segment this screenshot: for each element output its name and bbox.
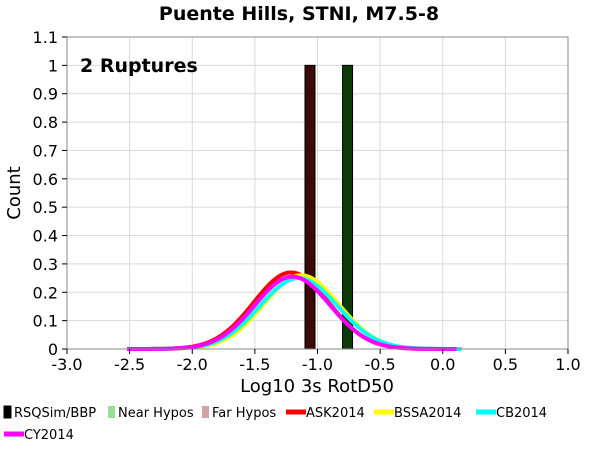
legend-item: Far Hypos	[202, 406, 276, 421]
y-tick-label: 0.5	[33, 198, 58, 217]
chart-title: Puente Hills, STNI, M7.5-8	[159, 3, 439, 25]
legend-item: Near Hypos	[108, 406, 194, 421]
x-tick-label: -1.0	[302, 355, 333, 374]
x-tick-label: -2.5	[114, 355, 145, 374]
y-axis-ticks: 0 0.1 0.2 0.3 0.4 0.5 0.6 0.7 0.8 0.9 1 1.1	[33, 28, 67, 359]
legend-label: ASK2014	[306, 406, 365, 421]
y-tick-label: 0	[48, 340, 58, 359]
series-line-cy2014	[127, 274, 457, 351]
legend-item: CY2014	[4, 428, 74, 443]
y-tick-label: 0.2	[33, 283, 58, 302]
x-tick-label: 0.5	[493, 355, 518, 374]
histogram-bar	[304, 64, 316, 350]
histogram-bar	[342, 64, 354, 350]
x-tick-label: -1.5	[239, 355, 270, 374]
y-tick-label: 1.1	[33, 28, 58, 47]
legend-label: RSQSim/BBP	[14, 406, 96, 421]
legend-item: ASK2014	[286, 406, 365, 421]
x-axis-ticks: -3.0 -2.5 -2.0 -1.5 -1.0 -0.5 0.0 0.5 1.0	[51, 349, 581, 374]
x-axis-label: Log10 3s RotD50	[240, 376, 394, 397]
legend-label: Far Hypos	[212, 406, 276, 421]
legend-label: CY2014	[24, 428, 74, 443]
legend-item: BSSA2014	[374, 406, 461, 421]
rupture-count-annotation: 2 Ruptures	[80, 55, 198, 77]
legend-swatch	[108, 406, 115, 418]
y-tick-label: 0.1	[33, 312, 58, 331]
legend-item: RSQSim/BBP	[3, 405, 96, 421]
y-tick-label: 0.8	[33, 113, 58, 132]
legend-swatch	[3, 405, 12, 419]
legend-label: Near Hypos	[118, 406, 194, 421]
x-tick-label: -3.0	[51, 355, 82, 374]
x-tick-label: 1.0	[555, 355, 580, 374]
y-tick-label: 1	[48, 56, 58, 75]
y-tick-label: 0.9	[33, 85, 58, 104]
x-tick-label: 0.0	[430, 355, 455, 374]
x-tick-label: -0.5	[365, 355, 396, 374]
x-tick-label: -2.0	[177, 355, 208, 374]
curves	[127, 270, 462, 351]
legend: RSQSim/BBP Near Hypos Far Hypos ASK2014 BSSA…	[3, 405, 547, 443]
y-tick-label: 0.3	[33, 255, 58, 274]
y-tick-label: 0.6	[33, 170, 58, 189]
legend-swatch	[202, 406, 209, 418]
y-tick-label: 0.7	[33, 141, 58, 160]
legend-item: CB2014	[476, 406, 547, 421]
y-axis-label: Count	[4, 166, 25, 219]
y-tick-label: 0.4	[33, 227, 58, 246]
legend-label: BSSA2014	[394, 406, 461, 421]
legend-label: CB2014	[496, 406, 547, 421]
